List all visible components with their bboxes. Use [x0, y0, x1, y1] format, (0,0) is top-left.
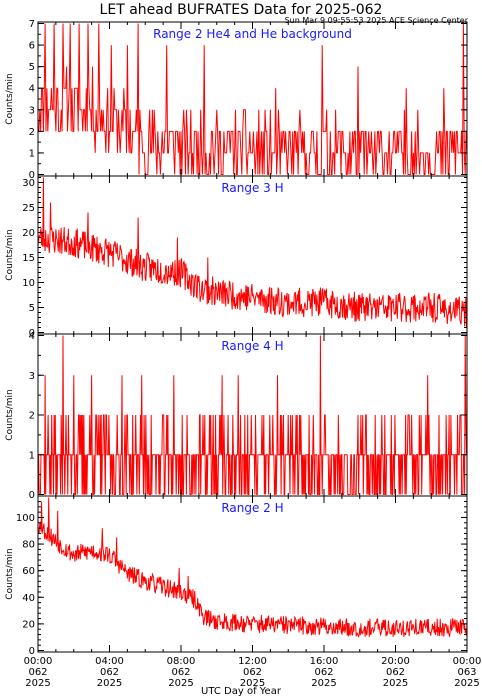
y-tick-label: 0: [29, 170, 35, 181]
x-tick-label-year: 2025: [97, 678, 122, 689]
y-tick-label: 2: [29, 127, 35, 138]
series-line-1: [38, 23, 468, 175]
panel-title: Range 2 H: [221, 501, 283, 515]
panel-title: Range 4 H: [221, 339, 283, 353]
y-tick-label: 20: [22, 619, 35, 630]
y-tick-label: 80: [22, 540, 35, 551]
y-tick-label: 0: [29, 490, 35, 501]
x-tick-label-year: 2025: [240, 678, 265, 689]
y-tick-label: 5: [29, 62, 35, 73]
y-tick-label: 7: [29, 19, 35, 30]
x-tick-label-time: 00:00: [453, 656, 482, 667]
series-line-4: [37, 497, 468, 638]
y-tick-label: 0: [29, 646, 35, 657]
x-tick-label-doy: 062: [28, 667, 47, 678]
x-tick-label-year: 2025: [454, 678, 479, 689]
y-axis-label: Counts/min: [5, 389, 15, 440]
page-title: LET ahead BUFRATES Data for 2025-062: [99, 2, 383, 18]
x-tick-label-time: 00:00: [24, 656, 53, 667]
x-tick-label-doy: 062: [100, 667, 119, 678]
x-tick-label-doy: 063: [457, 667, 476, 678]
x-tick-label-year: 2025: [311, 678, 336, 689]
y-tick-label: 4: [29, 331, 35, 342]
panel-title: Range 2 He4 and He background: [153, 27, 352, 41]
x-tick-label-year: 2025: [168, 678, 193, 689]
y-tick-label: 1: [29, 450, 35, 461]
y-tick-label: 15: [22, 253, 35, 264]
y-tick-label: 40: [22, 593, 35, 604]
x-tick-label-time: 08:00: [167, 656, 196, 667]
x-tick-label-doy: 062: [243, 667, 262, 678]
y-tick-label: 6: [29, 41, 35, 52]
x-tick-label-doy: 062: [314, 667, 333, 678]
y-axis-label: Counts/min: [5, 229, 15, 280]
y-tick-label: 3: [29, 371, 35, 382]
x-tick-label-year: 2025: [383, 678, 408, 689]
y-tick-label: 1: [29, 148, 35, 159]
y-tick-label: 100: [16, 513, 35, 524]
x-tick-label-time: 12:00: [238, 656, 267, 667]
y-tick-label: 2: [29, 411, 35, 422]
y-axis-label: Counts/min: [5, 73, 15, 124]
y-tick-label: 5: [29, 303, 35, 314]
y-tick-label: 3: [29, 105, 35, 116]
series-line-2: [37, 177, 468, 328]
timestamp: Sun Mar 9 09:55:53 2025 ACE Science Cent…: [284, 16, 468, 25]
y-tick-label: 60: [22, 566, 35, 577]
y-tick-label: 10: [22, 278, 35, 289]
x-tick-label-doy: 062: [386, 667, 405, 678]
y-axis-label: Counts/min: [5, 548, 15, 599]
x-axis-label: UTC Day of Year: [201, 686, 281, 697]
y-tick-label: 0: [29, 328, 35, 339]
panel-title: Range 3 H: [221, 181, 283, 195]
x-tick-label-year: 2025: [25, 678, 50, 689]
x-tick-label-doy: 062: [171, 667, 190, 678]
y-tick-label: 4: [29, 84, 35, 95]
y-tick-label: 25: [22, 203, 35, 214]
x-tick-label-time: 20:00: [381, 656, 410, 667]
x-tick-label-time: 16:00: [310, 656, 339, 667]
x-tick-label-time: 04:00: [95, 656, 124, 667]
y-tick-label: 30: [22, 178, 35, 189]
y-tick-label: 20: [22, 228, 35, 239]
series-line-3: [37, 335, 467, 495]
